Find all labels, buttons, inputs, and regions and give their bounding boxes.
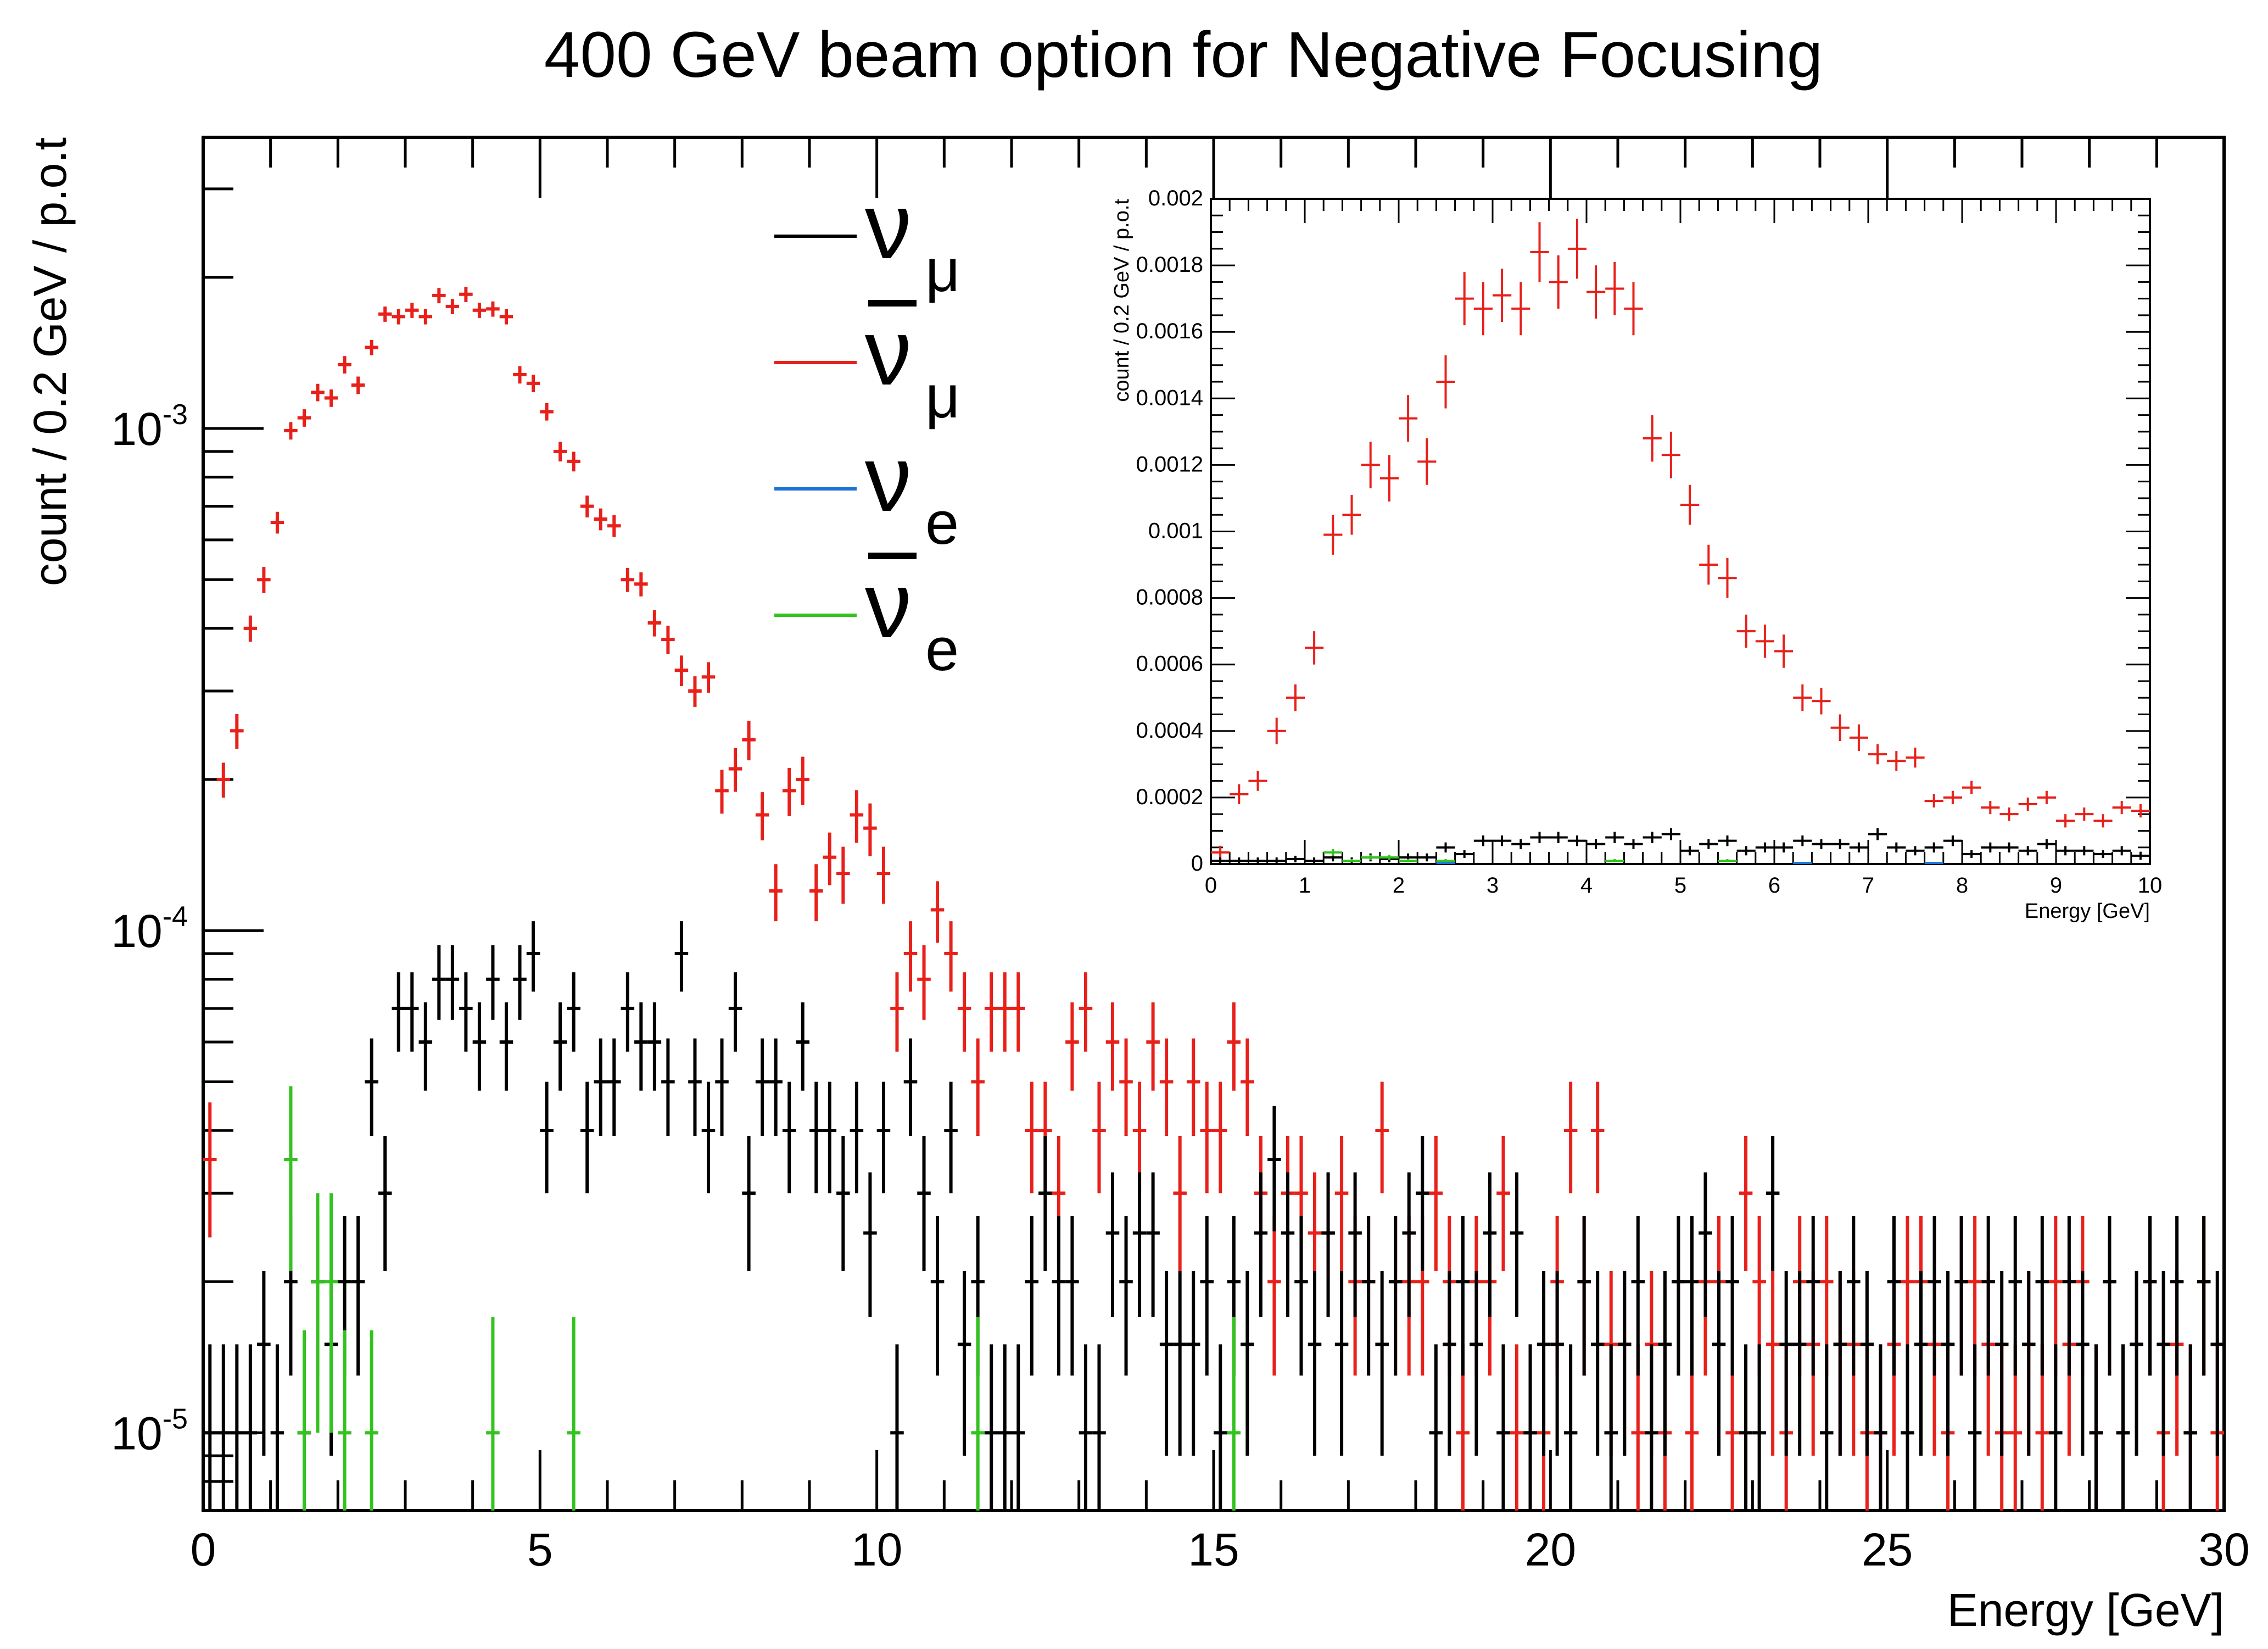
inset-x-tick-label: 6 (1768, 873, 1780, 898)
chart-title: 400 GeV beam option for Negative Focusin… (544, 19, 1823, 91)
legend-symbol: ν (865, 553, 912, 658)
inset-y-tick-label: 0 (1191, 851, 1203, 876)
legend-symbol: ν (865, 300, 912, 405)
legend-subscript: μ (925, 363, 960, 431)
inset-y-tick-label: 0.002 (1148, 186, 1203, 210)
inset-y-tick-label: 0.0004 (1136, 718, 1203, 743)
inset-series-nuebar (1323, 849, 1737, 862)
main-y-tick-label: 10-3 (111, 399, 188, 455)
chart-legend: ν μν μν eν e (774, 174, 960, 683)
legend-subscript: e (925, 489, 959, 557)
main-x-tick-label: 5 (527, 1524, 553, 1575)
inset-y-tick-label: 0.0002 (1136, 785, 1203, 809)
inset-x-tick-label: 9 (2050, 873, 2062, 898)
inset-x-tick-label: 8 (1956, 873, 1968, 898)
main-x-tick-label: 25 (1862, 1524, 1913, 1575)
main-y-tick-label: 10-5 (111, 1403, 188, 1459)
inset-x-tick-label: 2 (1393, 873, 1405, 898)
main-x-tick-label: 15 (1188, 1524, 1239, 1575)
inset-x-tick-label: 5 (1674, 873, 1686, 898)
inset-x-tick-label: 10 (2138, 873, 2163, 898)
legend-symbol: ν (865, 427, 912, 531)
inset-x-tick-label: 3 (1487, 873, 1499, 898)
inset-y-tick-label: 0.0006 (1136, 652, 1203, 676)
inset-y-tick-label: 0.0018 (1136, 253, 1203, 277)
inset-y-tick-label: 0.0016 (1136, 319, 1203, 343)
inset-x-tick-label: 7 (1862, 873, 1874, 898)
inset-y-tick-label: 0.001 (1148, 519, 1203, 543)
inset-panel: 0 1 2 3 4 5 6 7 8 9 10 0 0.0002 0.0004 0.0006 0.0008 0.0… (1110, 186, 2162, 923)
main-x-tick-label: 0 (191, 1524, 216, 1575)
inset-y-tick-label: 0.0012 (1136, 452, 1203, 476)
inset-series-nue (1436, 862, 1943, 865)
main-x-tick-label: 20 (1525, 1524, 1576, 1575)
main-series-numu (203, 921, 2224, 1511)
inset-x-tick-label: 4 (1580, 873, 1593, 898)
legend-subscript: μ (925, 237, 960, 304)
main-series-nuebar (284, 1086, 1241, 1511)
inset-y-axis-label: count / 0.2 GeV / p.o.t (1110, 199, 1133, 402)
main-y-tick-label: 10-4 (111, 901, 188, 957)
inset-x-tick-label: 1 (1299, 873, 1311, 898)
main-x-axis-label: Energy [GeV] (1947, 1584, 2224, 1636)
inset-y-tick-label: 0.0008 (1136, 586, 1203, 610)
main-x-tick-label: 30 (2198, 1524, 2249, 1575)
inset-x-tick-label: 0 (1205, 873, 1217, 898)
main-x-tick-label: 10 (851, 1524, 902, 1575)
legend-subscript: e (925, 616, 959, 683)
inset-series-numubar (1211, 219, 2150, 859)
inset-x-axis-label: Energy [GeV] (2025, 900, 2150, 923)
main-y-axis-label: count / 0.2 GeV / p.o.t (24, 137, 76, 586)
inset-y-tick-label: 0.0014 (1136, 386, 1203, 410)
legend-symbol: ν (865, 174, 912, 278)
